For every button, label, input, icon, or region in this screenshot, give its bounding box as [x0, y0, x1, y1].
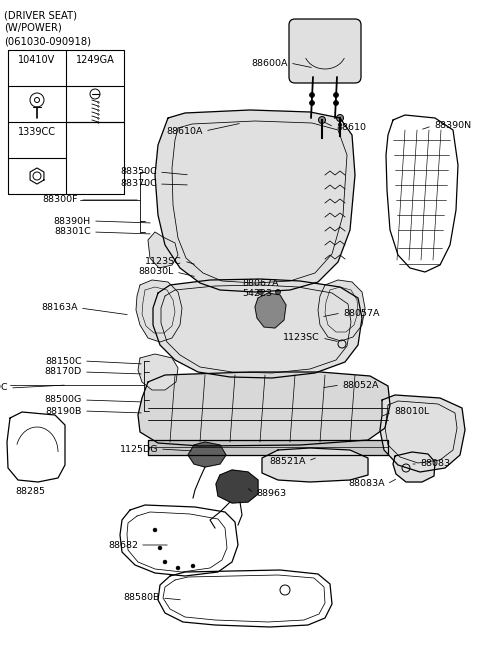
Polygon shape	[136, 280, 182, 342]
Text: 88521A: 88521A	[269, 457, 306, 466]
Polygon shape	[393, 452, 435, 482]
Circle shape	[191, 564, 195, 568]
Polygon shape	[8, 50, 124, 194]
Text: 88580B: 88580B	[124, 594, 160, 602]
Circle shape	[158, 546, 162, 550]
Polygon shape	[138, 354, 178, 390]
Text: 88963: 88963	[256, 489, 286, 497]
Text: 88010L: 88010L	[394, 407, 429, 417]
Text: 1123SC: 1123SC	[145, 256, 182, 266]
FancyBboxPatch shape	[289, 19, 361, 83]
Text: 54223: 54223	[242, 289, 272, 298]
Circle shape	[176, 566, 180, 570]
Polygon shape	[7, 412, 65, 482]
Text: 88170D: 88170D	[45, 367, 82, 377]
Text: 88600A: 88600A	[252, 58, 288, 68]
Text: 88610A: 88610A	[167, 127, 203, 136]
Circle shape	[319, 117, 325, 123]
Text: 88083A: 88083A	[348, 480, 385, 489]
Text: 88067A: 88067A	[242, 279, 278, 287]
Text: (DRIVER SEAT): (DRIVER SEAT)	[4, 10, 77, 20]
Text: 88100C: 88100C	[0, 384, 8, 392]
Text: 88150C: 88150C	[46, 356, 82, 365]
Circle shape	[310, 92, 314, 98]
Circle shape	[153, 528, 157, 532]
Circle shape	[310, 100, 314, 106]
Text: 88610: 88610	[336, 123, 366, 131]
Text: 88682: 88682	[108, 541, 138, 550]
Polygon shape	[318, 280, 365, 341]
Text: (W/POWER): (W/POWER)	[4, 23, 62, 33]
Text: 88083: 88083	[420, 459, 450, 468]
Polygon shape	[153, 279, 362, 378]
Polygon shape	[120, 505, 238, 576]
Text: (061030-090918): (061030-090918)	[4, 36, 91, 46]
Text: 88052A: 88052A	[342, 380, 379, 390]
Polygon shape	[386, 115, 458, 272]
Circle shape	[336, 115, 344, 121]
Text: 88285: 88285	[15, 487, 45, 497]
Polygon shape	[188, 442, 226, 467]
Text: 88370C: 88370C	[120, 180, 157, 188]
Polygon shape	[155, 110, 355, 292]
Polygon shape	[148, 232, 178, 268]
Polygon shape	[262, 448, 368, 482]
Circle shape	[257, 289, 263, 295]
Text: 10410V: 10410V	[18, 55, 56, 65]
Text: 88390H: 88390H	[54, 216, 91, 226]
Polygon shape	[255, 293, 286, 328]
Text: 88190B: 88190B	[46, 407, 82, 415]
Polygon shape	[148, 440, 388, 455]
Text: 88301C: 88301C	[54, 228, 91, 237]
Polygon shape	[158, 570, 332, 627]
Text: 1339CC: 1339CC	[18, 127, 56, 137]
Text: 88390N: 88390N	[434, 121, 471, 131]
Polygon shape	[216, 470, 258, 503]
Circle shape	[163, 560, 167, 564]
Text: 88300F: 88300F	[43, 195, 78, 205]
Text: 88500G: 88500G	[45, 396, 82, 405]
Text: 88163A: 88163A	[41, 304, 78, 312]
Text: 1123SC: 1123SC	[283, 333, 320, 342]
Polygon shape	[138, 372, 390, 446]
Circle shape	[334, 92, 338, 98]
Text: 88030L: 88030L	[139, 268, 174, 276]
Text: 88350C: 88350C	[120, 167, 157, 176]
Polygon shape	[380, 395, 465, 472]
Text: 88057A: 88057A	[343, 308, 380, 318]
Circle shape	[334, 100, 338, 106]
Text: 1249GA: 1249GA	[76, 55, 114, 65]
Circle shape	[276, 289, 280, 295]
Text: 1125DG: 1125DG	[120, 445, 158, 453]
